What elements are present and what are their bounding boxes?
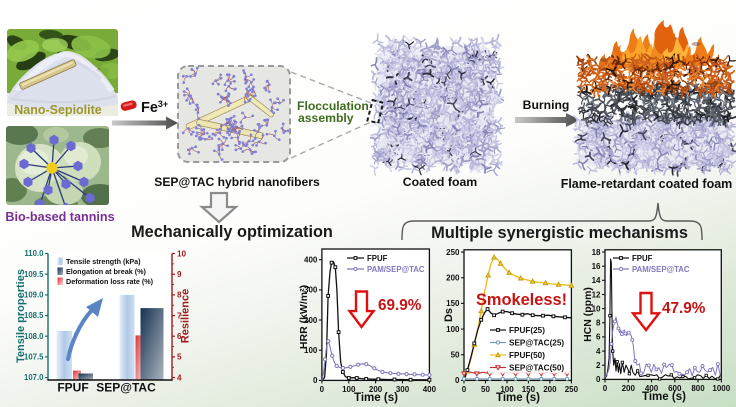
svg-text:100: 100 <box>342 385 356 394</box>
svg-text:100: 100 <box>446 325 460 334</box>
svg-text:150: 150 <box>522 385 536 394</box>
svg-text:Flame-retardant coated foam: Flame-retardant coated foam <box>561 177 733 191</box>
svg-text:400: 400 <box>304 256 318 265</box>
svg-text:8: 8 <box>596 319 601 328</box>
svg-text:50: 50 <box>451 351 460 360</box>
svg-text:50: 50 <box>481 385 490 394</box>
svg-text:Coated foam: Coated foam <box>403 175 478 189</box>
svg-text:SEP@TAC(50): SEP@TAC(50) <box>509 364 564 373</box>
svg-text:Time (s): Time (s) <box>496 392 540 404</box>
svg-text:150: 150 <box>446 299 460 308</box>
svg-text:47.9%: 47.9% <box>662 300 706 317</box>
svg-text:6: 6 <box>177 332 182 341</box>
svg-text:400: 400 <box>645 384 659 393</box>
svg-text:6: 6 <box>596 333 601 342</box>
svg-text:250: 250 <box>446 248 460 257</box>
svg-text:Mechanically optimization: Mechanically optimization <box>131 223 333 241</box>
svg-text:Multiple synergistic mechanism: Multiple synergistic mechanisms <box>431 224 688 242</box>
svg-text:109.0: 109.0 <box>24 291 44 300</box>
svg-text:Smokeless!: Smokeless! <box>476 291 567 309</box>
svg-text:FPUF: FPUF <box>632 254 653 263</box>
svg-text:200: 200 <box>543 385 557 394</box>
svg-text:SEP@TAC: SEP@TAC <box>96 381 156 395</box>
svg-text:10: 10 <box>592 304 601 313</box>
svg-text:FPUF(25): FPUF(25) <box>509 326 545 335</box>
svg-text:110.0: 110.0 <box>24 249 44 258</box>
svg-text:300: 300 <box>304 286 318 295</box>
svg-text:16: 16 <box>592 262 601 271</box>
svg-text:FPUF: FPUF <box>367 254 388 263</box>
svg-text:600: 600 <box>668 384 682 393</box>
svg-text:0: 0 <box>462 385 467 394</box>
svg-text:SEP@TAC hybrid nanofibers: SEP@TAC hybrid nanofibers <box>154 175 320 189</box>
svg-text:0: 0 <box>313 376 318 385</box>
svg-text:0: 0 <box>455 376 460 385</box>
svg-text:Time (s): Time (s) <box>354 392 398 404</box>
svg-text:250: 250 <box>565 385 579 394</box>
svg-text:1000: 1000 <box>712 384 730 393</box>
svg-text:4: 4 <box>177 373 182 382</box>
svg-text:200: 200 <box>446 274 460 283</box>
svg-text:Bio-based tannins: Bio-based tannins <box>5 210 114 224</box>
svg-text:FPUF: FPUF <box>57 381 88 395</box>
svg-text:SEP@TAC(25): SEP@TAC(25) <box>509 339 564 348</box>
svg-text:200: 200 <box>304 316 318 325</box>
svg-text:100: 100 <box>500 385 514 394</box>
svg-text:14: 14 <box>592 276 601 285</box>
svg-text:PAM/SEP@TAC: PAM/SEP@TAC <box>632 265 690 274</box>
svg-text:12: 12 <box>592 290 601 299</box>
svg-text:0: 0 <box>603 384 608 393</box>
svg-text:Burning: Burning <box>523 98 570 112</box>
svg-text:300: 300 <box>396 385 410 394</box>
svg-text:Nano-Sepiolite: Nano-Sepiolite <box>14 103 102 117</box>
svg-text:Fe3+: Fe3+ <box>141 99 168 116</box>
svg-text:108.5: 108.5 <box>24 311 44 320</box>
svg-text:107.0: 107.0 <box>24 373 44 382</box>
svg-text:Elongation at break (%): Elongation at break (%) <box>66 267 146 276</box>
svg-text:18: 18 <box>592 248 601 257</box>
svg-text:0: 0 <box>596 375 601 384</box>
svg-text:200: 200 <box>369 385 383 394</box>
svg-text:109.5: 109.5 <box>24 270 44 279</box>
svg-text:assembly: assembly <box>298 111 354 125</box>
svg-text:Flocculation: Flocculation <box>297 99 369 113</box>
svg-text:Deformation loss rate (%): Deformation loss rate (%) <box>66 277 154 286</box>
svg-text:Tensile properties: Tensile properties <box>15 269 27 363</box>
svg-text:4: 4 <box>596 347 601 356</box>
svg-text:Resilience: Resilience <box>180 289 192 343</box>
svg-text:107.5: 107.5 <box>24 353 44 362</box>
svg-text:10: 10 <box>177 249 187 258</box>
svg-text:100: 100 <box>304 346 318 355</box>
svg-text:HCN (ppm): HCN (ppm) <box>582 287 594 342</box>
svg-text:800: 800 <box>691 384 705 393</box>
svg-text:400: 400 <box>423 385 437 394</box>
svg-text:7: 7 <box>177 311 182 320</box>
svg-text:HRR (kW/m²): HRR (kW/m²) <box>298 285 310 349</box>
svg-text:PAM/SEP@TAC: PAM/SEP@TAC <box>367 265 425 274</box>
svg-text:108.0: 108.0 <box>24 332 44 341</box>
svg-text:Tensile strength (kPa): Tensile strength (kPa) <box>66 257 141 266</box>
svg-text:9: 9 <box>177 270 182 279</box>
svg-text:Ds: Ds <box>443 308 455 322</box>
svg-text:Time (s): Time (s) <box>642 391 686 403</box>
svg-text:5: 5 <box>177 353 182 362</box>
svg-text:FPUF(50): FPUF(50) <box>509 351 545 360</box>
svg-text:69.9%: 69.9% <box>378 297 422 314</box>
svg-text:0: 0 <box>320 385 325 394</box>
svg-text:200: 200 <box>622 384 636 393</box>
svg-text:8: 8 <box>177 291 182 300</box>
svg-text:2: 2 <box>596 361 601 370</box>
